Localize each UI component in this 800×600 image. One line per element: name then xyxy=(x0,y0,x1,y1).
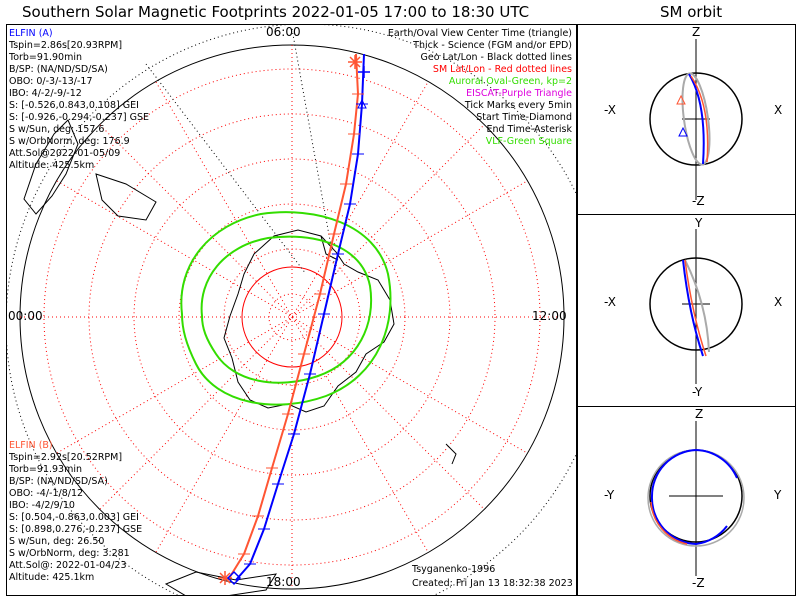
legend-entry: Auroral Oval-Green, kp=2 xyxy=(448,76,572,87)
elfin-b-line: S: [0.898,0.276,-0.237] GSE xyxy=(9,524,143,535)
chart-title: Southern Solar Magnetic Footprints 2022-… xyxy=(22,3,530,21)
orbit-label-bottom: -Z xyxy=(692,194,705,208)
auroral-oval xyxy=(180,211,392,406)
peninsula-outline xyxy=(320,235,339,261)
elfin-b-ticks xyxy=(238,93,364,555)
orbit-label-bottom: -Y xyxy=(692,385,703,399)
elfin-a-track xyxy=(235,53,365,581)
legend-entry: Thick - Science (FGM and/or EPD) xyxy=(413,40,572,51)
sm-lat-solid xyxy=(241,266,343,368)
elfin-a-line: S: [-0.526,0.843,0.108] GEI xyxy=(9,100,139,111)
elfin-a-end-asterisk xyxy=(358,66,370,78)
orbit-gray xyxy=(684,259,710,353)
clock-label-right: 12:00 xyxy=(532,309,567,323)
orbit-b-triangle xyxy=(676,94,686,105)
elfin-b-line: OBO: -4/-1/8/12 xyxy=(9,488,84,499)
elfin-a-name: ELFIN (A) xyxy=(9,28,53,39)
polar-map xyxy=(7,25,576,595)
legend-entry: Earth/Oval View Center Time (triangle) xyxy=(387,28,572,39)
orbit-plot-xy xyxy=(649,229,743,384)
map-frame xyxy=(6,24,577,596)
view-center-triangle xyxy=(357,98,367,109)
orbit-a xyxy=(650,448,738,546)
elfin-a-line: Torb=91.90min xyxy=(9,52,83,63)
clock-label-left: 00:00 xyxy=(8,309,43,323)
legend-entry: Tick Marks every 5min xyxy=(464,100,572,111)
orbit-label-right: Y xyxy=(774,488,782,502)
elfin-b-line: Torb=91.93min xyxy=(9,464,83,475)
orbit-a-triangle xyxy=(678,126,688,137)
elfin-b-line: S w/Sun, deg: 26.50 xyxy=(9,536,105,547)
elfin-b-line: B/SP: (NA/ND/SD/SA) xyxy=(9,476,108,487)
orbit-label-left: -Y xyxy=(604,488,615,502)
clock-label-bottom: 18:00 xyxy=(266,575,301,589)
elfin-a-info: ELFIN (A) Tspin=2.86s[20.93RPM] Torb=91.… xyxy=(9,28,149,172)
sm-meridians xyxy=(20,45,564,589)
elfin-b-line: S: [0.504,-0.863,0.003] GEI xyxy=(9,512,139,523)
orbit-b xyxy=(684,259,707,357)
landmass-outline-2 xyxy=(95,173,157,221)
geo-grid xyxy=(7,25,576,595)
elfin-a-line: S: [-0.926,-0.294,-0.237] GSE xyxy=(9,112,149,123)
orbit-b xyxy=(650,501,688,545)
elfin-b-info: ELFIN (B) Tspin=2.92s[20.52RPM] Torb=91.… xyxy=(9,440,142,584)
orbit-plot-yz xyxy=(647,421,745,576)
elfin-a-line: B/SP: (NA/ND/SD/SA) xyxy=(9,64,108,75)
elfin-b-line: Tspin=2.92s[20.52RPM] xyxy=(9,452,123,463)
legend-entry: EISCAT-Purple Triangle xyxy=(466,88,572,99)
elfin-b-line: IBO: -4/2/9/10 xyxy=(9,500,75,511)
orbit-gray xyxy=(681,72,711,166)
elfin-b-end-asterisk xyxy=(348,55,362,69)
orbit-label-top: Z xyxy=(695,407,704,421)
orbit-title: SM orbit xyxy=(660,3,723,21)
elfin-a-start-diamond xyxy=(226,570,242,586)
orbit-a xyxy=(688,73,705,165)
south-america-outline xyxy=(164,571,277,595)
elfin-b-line: S w/OrbNorm, deg: 3.281 xyxy=(9,548,130,559)
legend-entry: End Time-Asterisk xyxy=(486,124,572,135)
legend: Earth/Oval View Center Time (triangle) T… xyxy=(388,28,572,148)
model-credit: Tsyganenko-1996 xyxy=(412,564,496,575)
elfin-a-line: OBO: 0/-3/-13/-17 xyxy=(9,76,93,87)
legend-entry: Start Time-Diamond xyxy=(476,112,572,123)
elfin-a-line: Altitude: 425.5km xyxy=(9,160,95,171)
orbit-a xyxy=(682,259,704,357)
elfin-a-line: Tspin=2.86s[20.93RPM] xyxy=(9,40,123,51)
elfin-b-track xyxy=(227,53,360,581)
orbit-label-top: Z xyxy=(692,25,701,39)
legend-entry: Geo Lat/Lon - Black dotted lines xyxy=(420,52,572,63)
elfin-a-line: IBO: 4/-2/-9/-12 xyxy=(9,88,82,99)
legend-entry: VLF-Green Square xyxy=(485,136,572,147)
orbit-panel-yz xyxy=(577,406,796,596)
elfin-a-ticks xyxy=(244,103,368,565)
elfin-b-line: Att.Sol@: 2022-01-04/23 xyxy=(9,560,127,571)
elfin-b-name: ELFIN (B) xyxy=(9,440,53,451)
orbit-plot-xz xyxy=(649,39,743,200)
orbit-b xyxy=(690,75,709,163)
elfin-a-line: Att.Sol@2022-01-05/09 xyxy=(9,148,121,159)
orbit-label-bottom: -Z xyxy=(692,576,705,590)
orbit-label-right: X xyxy=(774,295,783,309)
elfin-a-line: S w/Sun, deg: 157.6 xyxy=(9,124,105,135)
elfin-b-start-marker xyxy=(218,571,232,585)
islands-outline xyxy=(445,443,457,465)
clock-label-top: 06:00 xyxy=(266,25,301,39)
orbit-label-left: -X xyxy=(604,103,616,117)
orbit-label-top: Y xyxy=(695,216,703,230)
orbit-label-left: -X xyxy=(604,295,616,309)
legend-entry: SM Lat/Lon - Red dotted lines xyxy=(432,64,572,75)
orbit-label-right: X xyxy=(774,103,783,117)
created-stamp: Created: Fri Jan 13 18:32:38 2023 xyxy=(412,578,573,589)
elfin-b-line: Altitude: 425.1km xyxy=(9,572,95,583)
australia-outline xyxy=(23,119,79,215)
elfin-a-line: S w/OrbNorm, deg: 176.9 xyxy=(9,136,130,147)
